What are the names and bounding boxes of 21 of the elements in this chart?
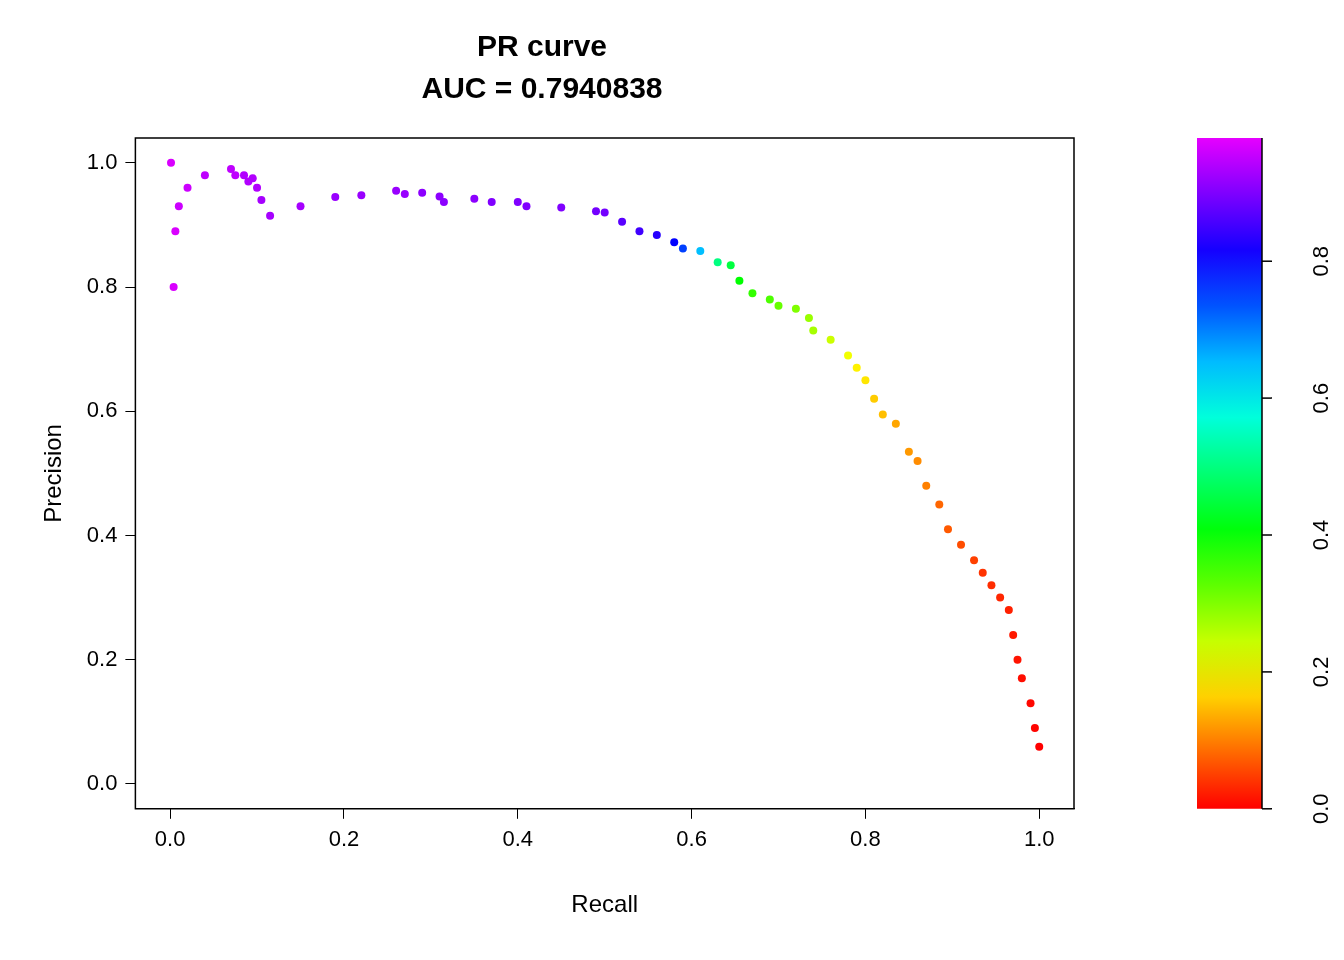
y-tick-label: 1.0 [86,148,118,174]
x-tick-label: 0.6 [676,826,707,852]
color-bar-label: 0.2 [1308,656,1334,688]
y-tick-label: 0.4 [86,521,118,547]
color-bar-label: 0.8 [1308,245,1334,277]
y-tick-label: 0.6 [86,397,118,423]
chart-title: PR curve [476,29,608,63]
y-axis-title: Precision [39,424,67,523]
chart-subtitle: AUC = 0.7940838 [421,71,663,105]
x-tick-label: 0.8 [850,826,881,852]
x-tick-label: 0.4 [502,826,534,852]
y-tick-label: 0.8 [86,273,118,299]
x-tick-label: 0.0 [154,826,186,852]
y-tick-label: 0.2 [86,645,118,671]
x-tick-label: 0.2 [328,826,360,852]
color-bar-label: 0.4 [1308,519,1334,551]
color-bar-label: 0.0 [1308,793,1334,825]
y-tick-label: 0.0 [86,770,118,796]
x-tick-label: 1.0 [1023,826,1055,852]
color-bar-label: 0.6 [1308,382,1334,414]
x-axis-title: Recall [571,890,639,918]
